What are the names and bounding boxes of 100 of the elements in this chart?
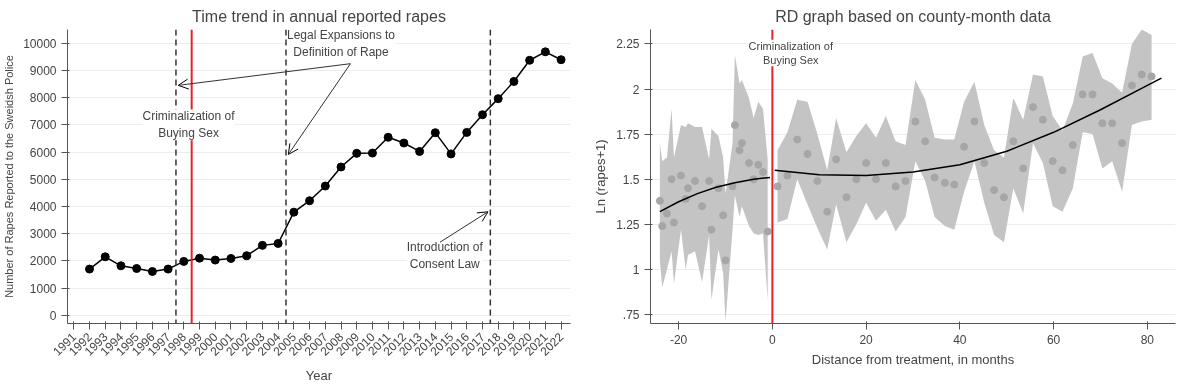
point xyxy=(999,193,1008,202)
point xyxy=(1058,166,1067,175)
point xyxy=(783,171,792,180)
point xyxy=(744,158,753,167)
point xyxy=(226,253,236,263)
point xyxy=(1068,140,1077,149)
point xyxy=(754,160,763,169)
point xyxy=(336,162,346,172)
point xyxy=(1009,137,1018,146)
x-axis-title: Distance from treatment, in months xyxy=(811,351,1015,367)
point xyxy=(763,227,772,236)
point xyxy=(147,267,157,276)
point xyxy=(950,180,959,189)
point xyxy=(960,142,969,151)
x-axis-title: Year xyxy=(305,367,333,383)
y-tick-label: 3000 xyxy=(29,227,57,242)
point xyxy=(901,177,910,185)
point xyxy=(930,173,939,182)
point xyxy=(1137,70,1146,79)
point xyxy=(759,168,767,176)
point xyxy=(195,253,205,263)
point xyxy=(911,117,920,126)
point xyxy=(493,94,503,104)
y-tick-label: 1000 xyxy=(29,281,57,296)
point xyxy=(921,137,930,146)
point xyxy=(707,225,716,234)
point xyxy=(691,177,700,185)
point xyxy=(1108,119,1117,128)
y-tick-label: 1.5 xyxy=(622,172,640,187)
point xyxy=(891,182,900,191)
point xyxy=(676,171,685,180)
point xyxy=(179,256,189,266)
y-axis-title: Number of Rapes Reported to the Sweidsh Police xyxy=(3,55,16,298)
point xyxy=(667,175,676,184)
y-tick-label: 2 xyxy=(632,82,640,97)
point xyxy=(1088,90,1097,99)
chart-title: Time trend in annual reported rapes xyxy=(192,7,446,25)
line-series xyxy=(773,77,1163,177)
y-tick-label: 2.25 xyxy=(616,37,640,52)
point xyxy=(803,149,812,158)
point xyxy=(509,77,519,86)
y-tick-label: 5000 xyxy=(29,172,57,187)
point xyxy=(1029,103,1037,112)
y-tick-label: .75 xyxy=(622,307,640,322)
y-tick-label: 7000 xyxy=(29,118,57,133)
y-tick-label: 0 xyxy=(49,308,57,323)
point xyxy=(210,255,220,265)
point xyxy=(305,196,315,206)
y-axis-title: Ln (rapes+1) xyxy=(593,139,609,214)
point xyxy=(242,251,252,261)
y-tick-label: 2000 xyxy=(29,254,57,269)
y-tick-label: 1 xyxy=(632,262,640,277)
point xyxy=(556,55,566,65)
point xyxy=(737,139,746,148)
point xyxy=(698,202,707,211)
point xyxy=(367,148,377,158)
point xyxy=(399,138,409,148)
point xyxy=(721,256,730,265)
point xyxy=(832,155,841,164)
point xyxy=(415,146,425,156)
x-tick-label: -20 xyxy=(669,332,688,347)
point xyxy=(705,177,714,185)
y-tick-label: 4000 xyxy=(29,199,57,214)
point xyxy=(1147,72,1156,81)
point xyxy=(257,240,267,250)
point xyxy=(1038,115,1047,124)
point xyxy=(273,238,283,248)
x-tick-label: 60 xyxy=(1046,332,1061,347)
y-tick-label: 1.25 xyxy=(616,217,640,232)
point xyxy=(793,135,802,144)
point xyxy=(881,158,890,167)
point xyxy=(462,127,472,137)
point xyxy=(1019,164,1028,173)
point xyxy=(871,175,880,184)
point xyxy=(980,158,989,167)
point xyxy=(116,261,126,271)
point xyxy=(1078,90,1087,99)
y-tick-label: 8000 xyxy=(29,91,57,106)
point xyxy=(1098,119,1107,128)
point xyxy=(940,178,949,187)
y-tick-label: 10000 xyxy=(23,36,57,51)
point xyxy=(658,222,667,231)
point xyxy=(773,182,782,191)
x-tick-label: 0 xyxy=(769,332,777,347)
point xyxy=(970,117,979,126)
point xyxy=(842,193,851,202)
x-tick-label: 20 xyxy=(859,332,874,347)
point xyxy=(477,110,487,120)
point xyxy=(352,148,362,158)
x-tick-label: 40 xyxy=(953,332,967,347)
point xyxy=(430,128,440,138)
annotation: Legal Expansions to Definition of Rape xyxy=(286,27,396,59)
x-tick-label: 80 xyxy=(1140,332,1155,347)
point xyxy=(163,264,173,274)
point xyxy=(1118,139,1127,148)
point xyxy=(823,207,832,216)
point xyxy=(730,121,739,130)
annotation: Criminalization of Buying Sex xyxy=(748,39,834,67)
annotation: Criminalization of Buying Sex xyxy=(142,109,236,141)
point xyxy=(540,47,550,57)
